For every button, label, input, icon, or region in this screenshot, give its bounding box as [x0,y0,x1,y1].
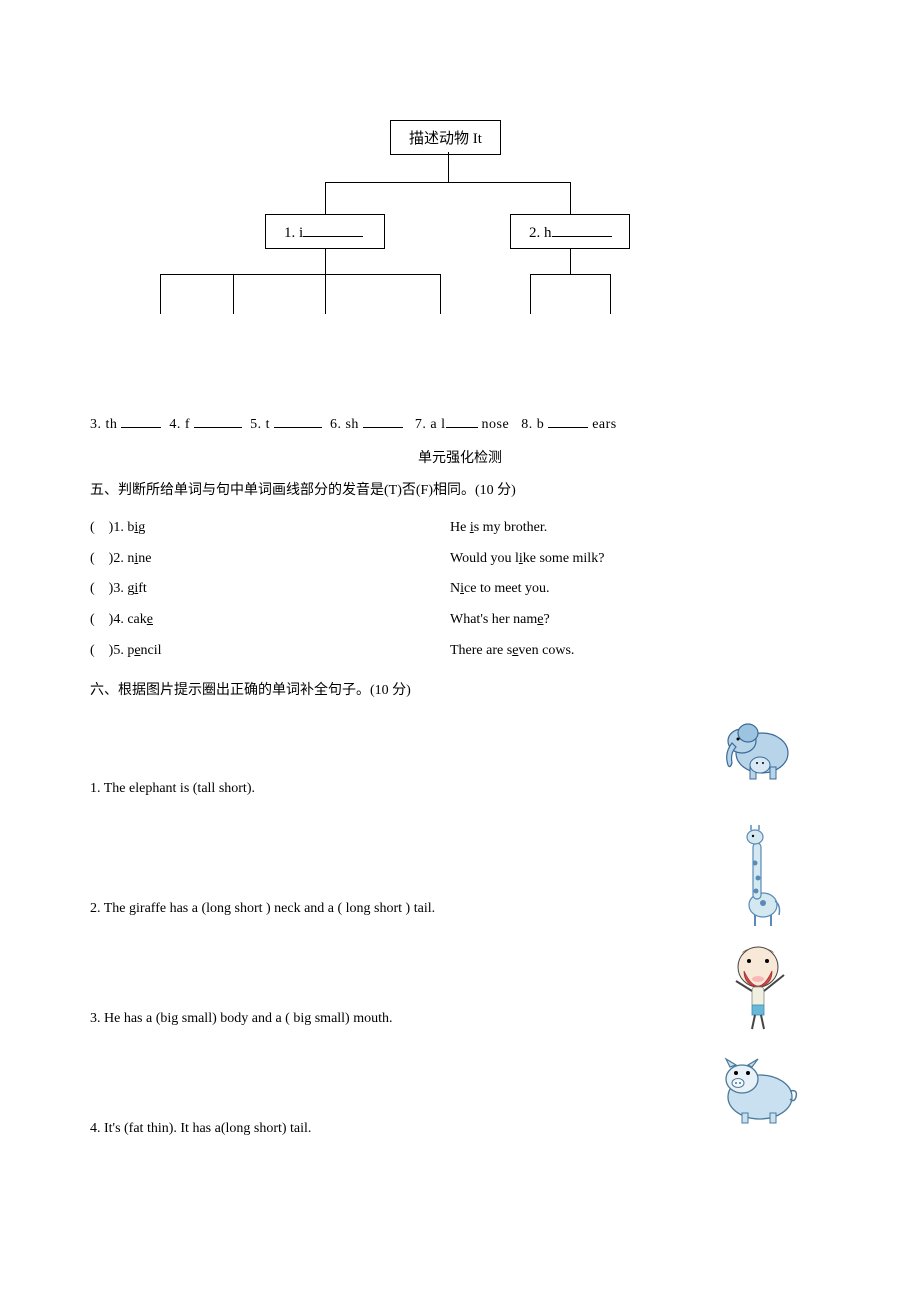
w-post: ncil [141,643,162,658]
pic-row-1: 1. The elephant is (tall short). [90,713,830,813]
s-post: ce to meet you. [464,581,550,596]
tf-left: ( )2. nine [90,544,450,575]
tree-root-label: 描述动物 It [409,131,482,147]
tf-right: There are seven cows. [450,636,830,667]
w-post: ft [138,581,147,596]
tree-line [325,248,326,274]
q4-pre: 4. f [169,417,190,432]
section5-head: 五、判断所给单词与句中单词画线部分的发音是(T)否(F)相同。(10 分) [90,479,830,499]
q6-pre: 6. sh [330,417,359,432]
s-pre: He [450,520,470,535]
tree-line [325,182,571,183]
blank [552,221,612,237]
tf-right: What's her name? [450,605,830,636]
tf-row: ( )1. big He is my brother. [90,513,830,544]
tf-num: 3 [113,581,120,596]
q8-pre: 8. b [521,417,544,432]
unit-test-title: 单元强化检测 [90,447,830,467]
tf-num: 4 [113,612,120,627]
tree-line [610,274,611,314]
blank [363,413,403,428]
blank [194,413,242,428]
tf-left: ( )3. gift [90,574,450,605]
w-pre: cak [127,612,146,627]
tree-left-prefix: 1. i [284,225,303,241]
tf-right: Would you like some milk? [450,544,830,575]
blank [121,413,161,428]
w-u: e [147,612,153,627]
tf-list: ( )1. big He is my brother. ( )2. nine W… [90,513,830,667]
q7-pre: 7. a l [415,417,446,432]
page: 描述动物 It 1. i 2. h 3 [0,0,920,1302]
boy-icon [722,943,800,1031]
tree-line [530,274,610,275]
w-post: g [138,520,145,535]
pic-row-3: 3. He has a (big small) body and a ( big… [90,943,830,1043]
blank [446,413,478,428]
s-post: s my brother. [474,520,548,535]
tree-line [448,152,449,182]
tf-left: ( )4. cake [90,605,450,636]
tf-right: He is my brother. [450,513,830,544]
tree-line [325,182,326,214]
tree-left-box: 1. i [265,214,385,249]
fill-in-line: 3. th 4. f 5. t 6. sh 7. a l nose 8. b e… [90,410,830,441]
tf-right: Nice to meet you. [450,574,830,605]
s-pre: What's her nam [450,612,537,627]
blank [274,413,322,428]
tree-root-box: 描述动物 It [390,120,501,155]
s-pre: N [450,581,460,596]
tree-line [530,274,531,314]
tf-row: ( )5. pencil There are seven cows. [90,636,830,667]
s-pre: Would you l [450,551,519,566]
q3-pre: 3. th [90,417,117,432]
tree-line [233,274,234,314]
tf-num: 5 [113,643,120,658]
tree-line [160,274,161,314]
pig-icon [712,1053,800,1125]
giraffe-icon [735,823,785,928]
tf-row: ( )3. gift Nice to meet you. [90,574,830,605]
pic-row-4: 4. It's (fat thin). It has a(long short)… [90,1053,830,1153]
tf-num: 1 [113,520,120,535]
tf-row: ( )2. nine Would you like some milk? [90,544,830,575]
tree-line [440,274,441,314]
section6-head: 六、根据图片提示圈出正确的单词补全句子。(10 分) [90,679,830,699]
tree-right-box: 2. h [510,214,630,249]
q5-pre: 5. t [250,417,270,432]
blank [548,413,588,428]
elephant-icon [720,713,800,783]
w-post: ne [138,551,151,566]
pic-text-2: 2. The giraffe has a (long short ) neck … [90,901,435,917]
tf-num: 2 [113,551,120,566]
q8-post: ears [588,417,617,432]
tree-line [160,274,440,275]
pic-text-4: 4. It's (fat thin). It has a(long short)… [90,1121,311,1137]
tree-diagram: 描述动物 It 1. i 2. h [90,120,830,400]
tree-right-prefix: 2. h [529,225,552,241]
tree-line [570,182,571,214]
s-post: ven cows. [518,643,574,658]
pic-row-2: 2. The giraffe has a (long short ) neck … [90,823,830,933]
tree-line [570,248,571,274]
tf-left: ( )5. pencil [90,636,450,667]
pic-text-3: 3. He has a (big small) body and a ( big… [90,1011,393,1027]
s-pre: There are s [450,643,512,658]
pic-text-1: 1. The elephant is (tall short). [90,781,255,797]
tree-line [325,274,326,314]
tf-left: ( )1. big [90,513,450,544]
tf-row: ( )4. cake What's her name? [90,605,830,636]
s-post: ke some milk? [523,551,605,566]
s-post: ? [544,612,550,627]
blank [303,221,363,237]
q7-post: nose [478,417,510,432]
